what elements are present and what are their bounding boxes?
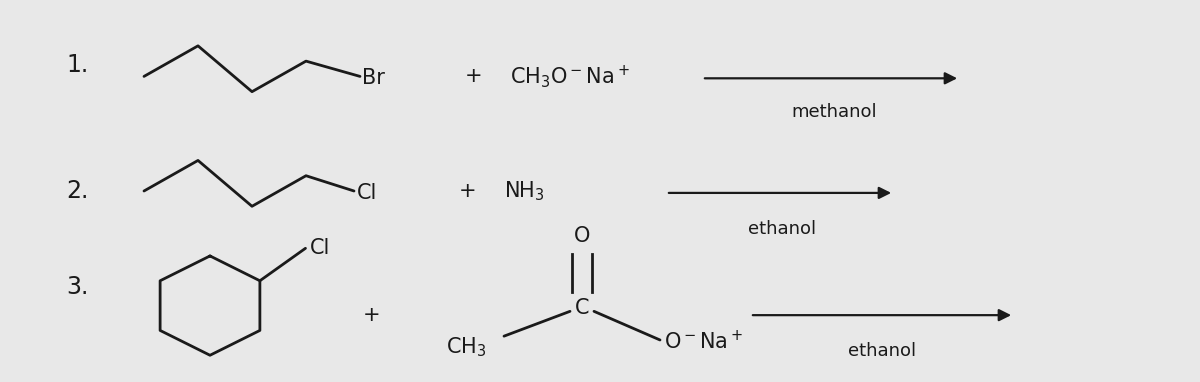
Text: +: + [466,66,482,86]
Text: CH$_3$O$^-$Na$^+$: CH$_3$O$^-$Na$^+$ [510,63,630,90]
Text: Cl: Cl [356,183,377,203]
Text: O: O [574,227,590,246]
Text: C: C [575,298,589,317]
Text: 2.: 2. [66,179,89,203]
Text: +: + [460,181,476,201]
Text: methanol: methanol [791,103,877,121]
Text: +: + [364,305,380,325]
Text: Br: Br [362,68,385,88]
Text: ethanol: ethanol [749,220,816,238]
Text: NH$_3$: NH$_3$ [504,179,545,203]
Text: Cl: Cl [311,238,331,258]
Text: CH$_3$: CH$_3$ [445,336,486,359]
Text: 1.: 1. [66,53,89,77]
Text: 3.: 3. [66,275,89,298]
Text: O$^-$Na$^+$: O$^-$Na$^+$ [664,330,743,353]
Text: ethanol: ethanol [848,342,916,360]
